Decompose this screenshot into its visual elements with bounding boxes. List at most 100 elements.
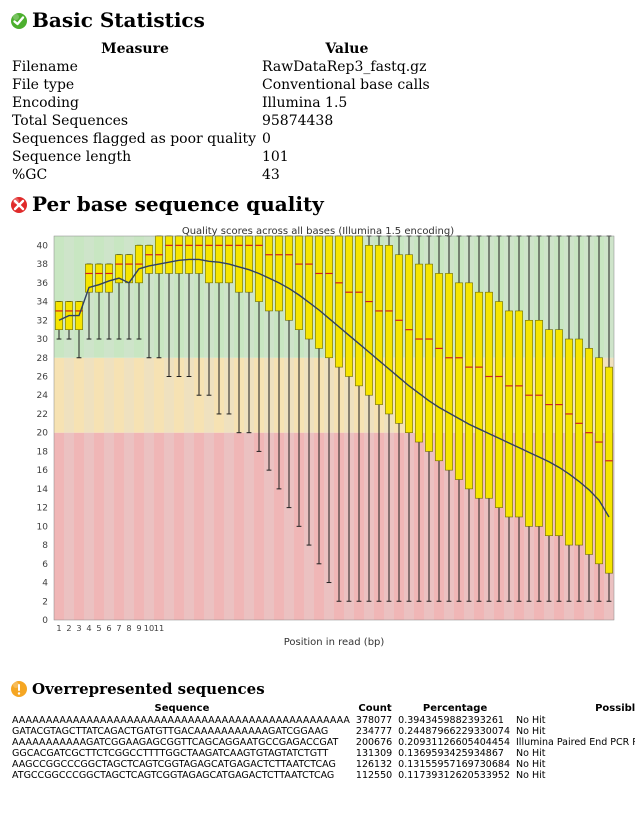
basic-stats-heading: Basic Statistics	[10, 8, 625, 32]
table-row: GGCACGATCGCTTCTCGGCCTTTTGGCTAAGATCAAGTGT…	[10, 748, 635, 759]
table-row: AAGCCGGCCCGGCTAGCTCAGTCGGTAGAGCATGAGACTC…	[10, 759, 635, 770]
svg-text:6: 6	[42, 560, 48, 570]
pct-cell: 0.3943459882393261	[396, 715, 514, 726]
svg-text:16: 16	[36, 466, 48, 476]
svg-text:18: 18	[36, 447, 48, 457]
basic-stats-table: Measure Value FilenameRawDataRep3_fastq.…	[10, 40, 434, 184]
table-row: GATACGTAGCTTATCAGACTGATGTTGACAAAAAAAAAAA…	[10, 726, 635, 737]
pct-cell: 0.13155957169730684	[396, 759, 514, 770]
overrep-title: Overrepresented sequences	[32, 680, 265, 698]
seq-cell: AAGCCGGCCCGGCTAGCTCAGTCGGTAGAGCATGAGACTC…	[10, 759, 354, 770]
svg-text:0: 0	[42, 616, 48, 626]
svg-text:9: 9	[136, 623, 141, 633]
seq-cell: GATACGTAGCTTATCAGACTGATGTTGACAAAAAAAAAAA…	[10, 726, 354, 737]
svg-text:7: 7	[116, 623, 121, 633]
col-seq: Sequence	[10, 702, 354, 715]
overrep-heading: Overrepresented sequences	[10, 680, 625, 698]
svg-text:8: 8	[42, 541, 48, 551]
count-cell: 126132	[354, 759, 396, 770]
col-measure: Measure	[10, 40, 260, 58]
count-cell: 200676	[354, 737, 396, 748]
svg-text:10: 10	[143, 623, 153, 633]
pct-cell: 0.1369593425934867	[396, 748, 514, 759]
value-cell: RawDataRep3_fastq.gz	[260, 58, 434, 76]
svg-text:5: 5	[96, 623, 101, 633]
count-cell: 112550	[354, 770, 396, 781]
perbase-heading: Per base sequence quality	[10, 192, 625, 216]
table-row: AAAAAAAAAAAGATCGGAAGAGCGGTTCAGCAGGAATGCC…	[10, 737, 635, 748]
value-cell: 95874438	[260, 112, 434, 130]
pct-cell: 0.20931126605404454	[396, 737, 514, 748]
value-cell: 101	[260, 148, 434, 166]
svg-text:12: 12	[36, 504, 47, 514]
svg-text:26: 26	[36, 372, 48, 382]
svg-text:28: 28	[36, 354, 48, 364]
src-cell: No Hit	[514, 759, 635, 770]
col-value: Value	[260, 40, 434, 58]
svg-text:34: 34	[36, 298, 48, 308]
seq-cell: AAAAAAAAAAAAAAAAAAAAAAAAAAAAAAAAAAAAAAAA…	[10, 715, 354, 726]
basic-stats-title: Basic Statistics	[32, 8, 205, 32]
value-cell: 43	[260, 166, 434, 184]
measure-cell: %GC	[10, 166, 260, 184]
svg-text:36: 36	[36, 279, 48, 289]
pass-icon	[10, 11, 28, 29]
svg-text:24: 24	[36, 391, 48, 401]
table-row: File typeConventional base calls	[10, 76, 434, 94]
measure-cell: Sequence length	[10, 148, 260, 166]
svg-text:Position in read (bp): Position in read (bp)	[283, 637, 384, 648]
fail-icon	[10, 195, 28, 213]
col-count: Count	[354, 702, 396, 715]
col-pct: Percentage	[396, 702, 514, 715]
count-cell: 234777	[354, 726, 396, 737]
table-row: ATGCCGGCCCGGCTAGCTCAGTCGGTAGAGCATGAGACTC…	[10, 770, 635, 781]
quality-boxplot-chart: Quality scores across all bases (Illumin…	[18, 224, 618, 674]
perbase-title: Per base sequence quality	[32, 192, 324, 216]
src-cell: Illumina Paired End PCR Primer 2 (100% o…	[514, 737, 635, 748]
value-cell: Illumina 1.5	[260, 94, 434, 112]
svg-text:6: 6	[106, 623, 111, 633]
svg-text:32: 32	[36, 316, 47, 326]
svg-text:20: 20	[36, 429, 48, 439]
svg-text:4: 4	[42, 579, 48, 589]
svg-text:40: 40	[36, 241, 48, 251]
table-row: EncodingIllumina 1.5	[10, 94, 434, 112]
seq-cell: ATGCCGGCCCGGCTAGCTCAGTCGGTAGAGCATGAGACTC…	[10, 770, 354, 781]
table-row: AAAAAAAAAAAAAAAAAAAAAAAAAAAAAAAAAAAAAAAA…	[10, 715, 635, 726]
table-row: %GC43	[10, 166, 434, 184]
table-row: FilenameRawDataRep3_fastq.gz	[10, 58, 434, 76]
col-src: Possible Source	[514, 702, 635, 715]
table-row: Sequence length101	[10, 148, 434, 166]
value-cell: Conventional base calls	[260, 76, 434, 94]
seq-cell: AAAAAAAAAAAGATCGGAAGAGCGGTTCAGCAGGAATGCC…	[10, 737, 354, 748]
svg-text:8: 8	[126, 623, 131, 633]
warn-icon	[10, 680, 28, 698]
count-cell: 378077	[354, 715, 396, 726]
svg-text:30: 30	[36, 335, 48, 345]
svg-text:22: 22	[36, 410, 47, 420]
measure-cell: Encoding	[10, 94, 260, 112]
measure-cell: Filename	[10, 58, 260, 76]
svg-text:Quality scores across all base: Quality scores across all bases (Illumin…	[181, 226, 453, 237]
src-cell: No Hit	[514, 770, 635, 781]
table-row: Total Sequences95874438	[10, 112, 434, 130]
src-cell: No Hit	[514, 715, 635, 726]
seq-cell: GGCACGATCGCTTCTCGGCCTTTTGGCTAAGATCAAGTGT…	[10, 748, 354, 759]
count-cell: 131309	[354, 748, 396, 759]
measure-cell: File type	[10, 76, 260, 94]
src-cell: No Hit	[514, 726, 635, 737]
svg-text:11: 11	[153, 623, 163, 633]
pct-cell: 0.11739312620533952	[396, 770, 514, 781]
svg-text:3: 3	[76, 623, 81, 633]
svg-text:4: 4	[86, 623, 91, 633]
measure-cell: Sequences flagged as poor quality	[10, 130, 260, 148]
pct-cell: 0.24487966229330074	[396, 726, 514, 737]
svg-text:38: 38	[36, 260, 48, 270]
value-cell: 0	[260, 130, 434, 148]
table-row: Sequences flagged as poor quality0	[10, 130, 434, 148]
svg-text:1: 1	[56, 623, 61, 633]
svg-text:2: 2	[42, 597, 48, 607]
overrep-table: Sequence Count Percentage Possible Sourc…	[10, 702, 635, 781]
src-cell: No Hit	[514, 748, 635, 759]
measure-cell: Total Sequences	[10, 112, 260, 130]
